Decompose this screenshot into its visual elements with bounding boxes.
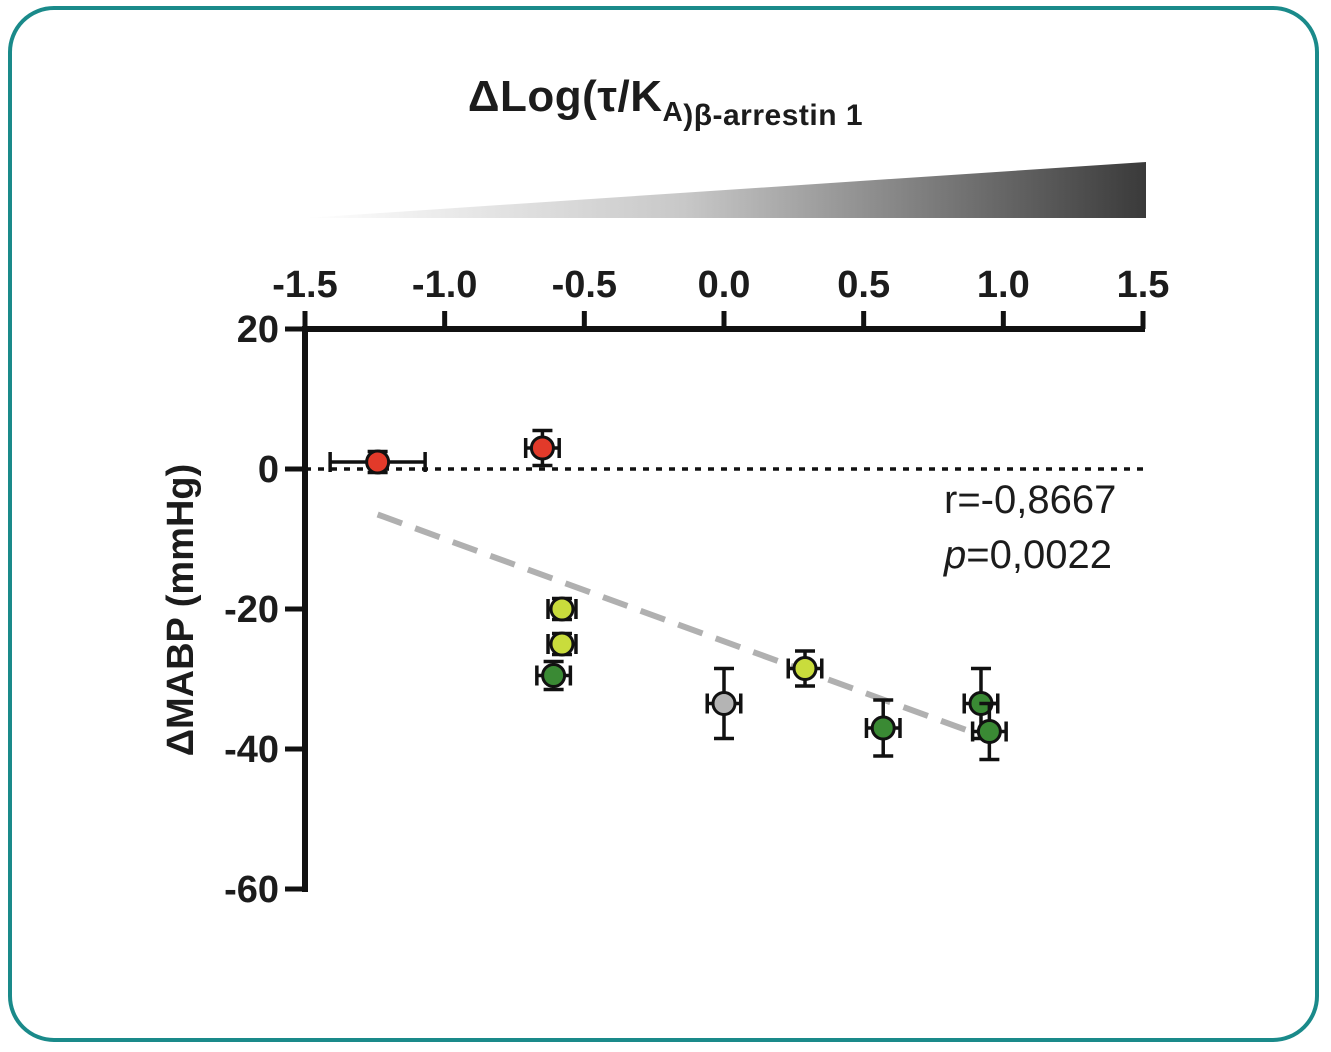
data-point [529,435,555,461]
x-axis-title-sub-a: A [662,96,684,127]
y-tick-label: -40 [224,729,279,771]
data-point [792,656,818,681]
p-label: p [944,533,967,577]
x-tick-label: 0.5 [837,264,890,306]
regression-line [376,511,991,742]
x-tick-label: -0.5 [552,264,617,306]
x-tick-label: 1.0 [977,264,1030,306]
data-point [711,691,737,716]
data-point [976,719,1002,744]
x-axis-title: ΔLog(τ/KA)β-arrestin 1 [0,72,1331,132]
y-tick-label: -60 [224,869,279,911]
gradient-wedge [305,162,1146,218]
y-tick-label: 0 [258,449,279,491]
x-tick-label: -1.0 [412,264,477,306]
y-tick-label: -20 [224,589,279,631]
data-point [549,596,575,622]
data-point [541,663,567,688]
x-axis-title-sub-arrestin: )β-arrestin 1 [683,99,864,132]
figure-frame [8,6,1319,1042]
x-axis-title-main: ΔLog(τ/K [467,72,663,121]
p-value: =0,0022 [966,533,1112,577]
data-point [365,449,391,475]
x-tick-label: -1.5 [272,264,337,306]
data-point [549,631,575,657]
r-annotation: r=-0,8667 [944,478,1117,522]
y-tick-label: 20 [237,309,279,351]
p-annotation: p=0,0022 [944,533,1112,578]
x-tick-label: 1.5 [1117,264,1170,306]
data-point [870,715,896,741]
x-tick-label: 0.0 [698,264,751,306]
